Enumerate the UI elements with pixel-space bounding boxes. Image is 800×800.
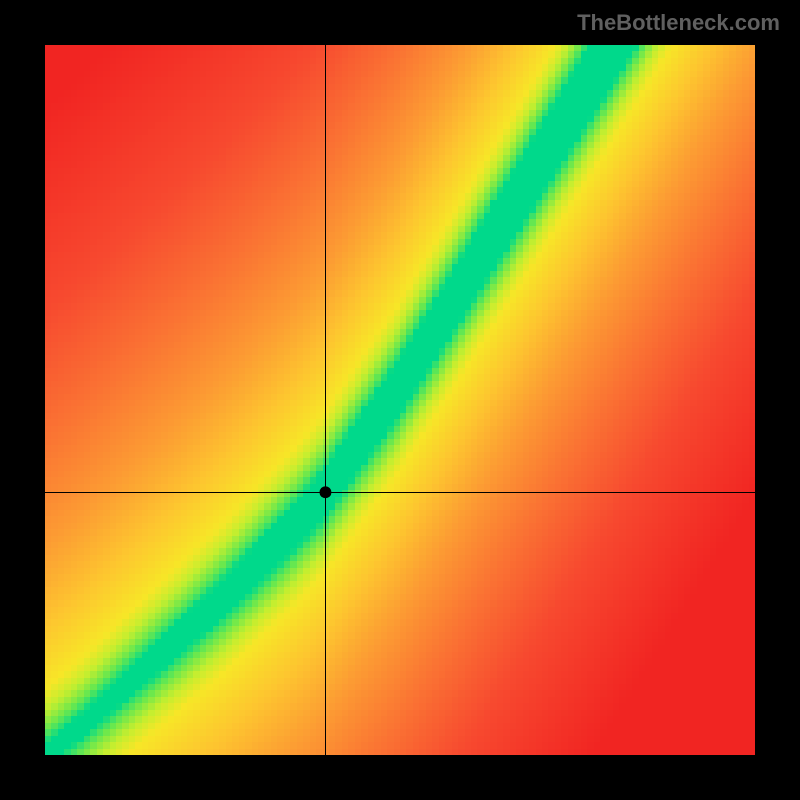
chart-container: TheBottleneck.com xyxy=(0,0,800,800)
bottleneck-heatmap xyxy=(0,0,800,800)
watermark-text: TheBottleneck.com xyxy=(577,10,780,36)
